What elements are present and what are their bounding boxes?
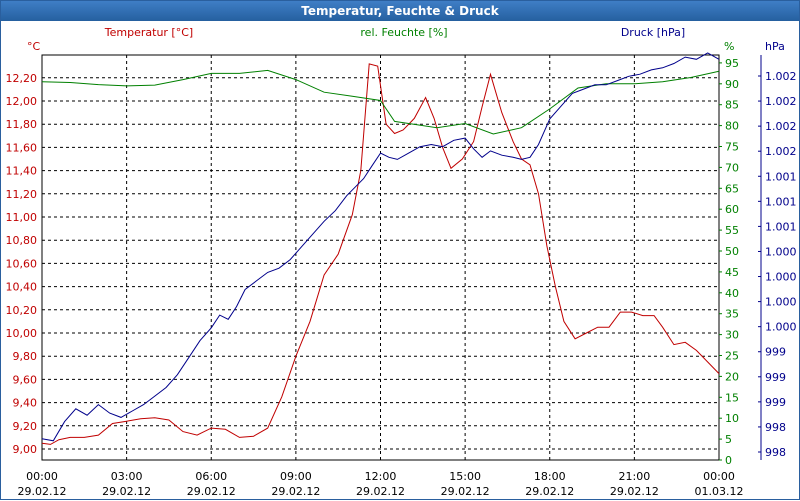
humidity-tick-label: 75 <box>725 141 739 154</box>
humidity-tick-label: 50 <box>725 245 739 258</box>
temperature-unit-label: °C <box>27 40 41 53</box>
humidity-tick-label: 25 <box>725 350 739 363</box>
temperature-tick-label: 9,00 <box>13 443 38 456</box>
humidity-tick-label: 65 <box>725 182 739 195</box>
x-tick-time-label: 03:00 <box>111 470 143 483</box>
pressure-tick-label: 999 <box>765 371 786 384</box>
pressure-tick-label: 1.002 <box>765 70 797 83</box>
pressure-tick-label: 1.000 <box>765 321 797 334</box>
x-tick-date-label: 29.02.12 <box>525 485 574 498</box>
humidity-tick-label: 60 <box>725 203 739 216</box>
humidity-tick-label: 15 <box>725 391 739 404</box>
pressure-tick-label: 998 <box>765 446 786 459</box>
pressure-tick-label: 1.001 <box>765 170 797 183</box>
humidity-tick-label: 55 <box>725 224 739 237</box>
series-line-temperature <box>41 63 720 445</box>
x-tick-date-label: 29.02.12 <box>102 485 151 498</box>
humidity-tick-label: 10 <box>725 412 739 425</box>
pressure-tick-label: 1.002 <box>765 120 797 133</box>
pressure-tick-label: 1.000 <box>765 271 797 284</box>
pressure-tick-label: 1.000 <box>765 245 797 258</box>
x-tick-time-label: 00:00 <box>703 470 735 483</box>
chart-title: Temperatur, Feuchte & Druck <box>1 1 799 21</box>
pressure-tick-label: 998 <box>765 421 786 434</box>
humidity-axis-title: rel. Feuchte [%] <box>360 26 447 39</box>
x-tick-date-label: 29.02.12 <box>610 485 659 498</box>
plot-frame <box>41 54 720 461</box>
x-tick-date-label: 29.02.12 <box>356 485 405 498</box>
temperature-tick-label: 10,40 <box>6 281 38 294</box>
humidity-tick-label: 45 <box>725 266 739 279</box>
pressure-unit-label: hPa <box>765 40 785 53</box>
pressure-tick-label: 1.002 <box>765 95 797 108</box>
humidity-tick-label: 70 <box>725 161 739 174</box>
x-tick-time-label: 12:00 <box>365 470 397 483</box>
humidity-tick-label: 20 <box>725 370 739 383</box>
x-tick-date-label: 29.02.12 <box>18 485 67 498</box>
pressure-tick-label: 1.001 <box>765 195 797 208</box>
x-tick-date-label: 29.02.12 <box>441 485 490 498</box>
temperature-tick-label: 10,60 <box>6 257 38 270</box>
x-tick-date-label: 29.02.12 <box>187 485 236 498</box>
temperature-tick-label: 10,80 <box>6 234 38 247</box>
temperature-tick-label: 10,20 <box>6 304 38 317</box>
x-tick-time-label: 18:00 <box>534 470 566 483</box>
x-tick-time-label: 09:00 <box>280 470 312 483</box>
temperature-tick-label: 11,40 <box>6 165 38 178</box>
x-tick-date-label: 01.03.12 <box>695 485 744 498</box>
temperature-tick-label: 11,60 <box>6 141 38 154</box>
temperature-tick-label: 11,20 <box>6 188 38 201</box>
pressure-tick-label: 1.001 <box>765 220 797 233</box>
temperature-tick-label: 11,80 <box>6 118 38 131</box>
pressure-axis-title: Druck [hPa] <box>621 26 685 39</box>
humidity-tick-label: 85 <box>725 99 739 112</box>
humidity-tick-label: 80 <box>725 120 739 133</box>
temperature-tick-label: 11,00 <box>6 211 38 224</box>
temperature-tick-label: 9,60 <box>13 373 38 386</box>
humidity-tick-label: 0 <box>725 454 732 467</box>
humidity-tick-label: 40 <box>725 287 739 300</box>
pressure-tick-label: 999 <box>765 346 786 359</box>
x-tick-date-label: 29.02.12 <box>271 485 320 498</box>
humidity-unit-label: % <box>724 40 734 53</box>
temperature-tick-label: 12,00 <box>6 95 38 108</box>
pressure-tick-label: 999 <box>765 396 786 409</box>
x-tick-time-label: 06:00 <box>195 470 227 483</box>
temperature-tick-label: 9,80 <box>13 350 38 363</box>
pressure-tick-label: 1.002 <box>765 145 797 158</box>
series-line-pressure <box>41 52 720 442</box>
temperature-tick-label: 9,20 <box>13 420 38 433</box>
humidity-tick-label: 30 <box>725 329 739 342</box>
temperature-axis-title: Temperatur [°C] <box>104 26 193 39</box>
temperature-tick-label: 9,40 <box>13 397 38 410</box>
x-tick-time-label: 21:00 <box>619 470 651 483</box>
humidity-tick-label: 35 <box>725 308 739 321</box>
temperature-tick-label: 10,00 <box>6 327 38 340</box>
pressure-tick-label: 1.000 <box>765 296 797 309</box>
x-tick-time-label: 15:00 <box>449 470 481 483</box>
humidity-tick-label: 90 <box>725 78 739 91</box>
humidity-tick-label: 5 <box>725 433 732 446</box>
temperature-tick-label: 12,20 <box>6 72 38 85</box>
humidity-tick-label: 95 <box>725 57 739 70</box>
x-tick-time-label: 00:00 <box>26 470 58 483</box>
